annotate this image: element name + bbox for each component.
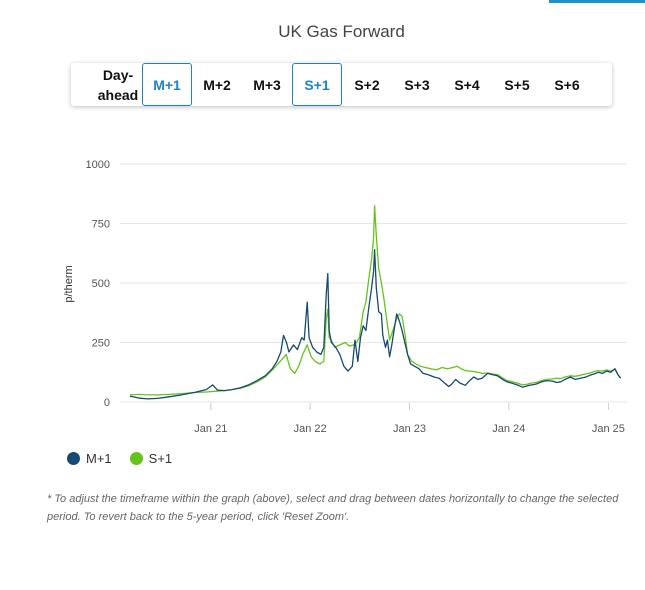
tab-m2[interactable]: M+2 xyxy=(192,63,242,106)
tab-label: S+3 xyxy=(404,76,430,93)
tab-label: S+2 xyxy=(354,76,380,93)
x-tick-label: Jan 22 xyxy=(294,423,327,435)
contract-tab-bar: Day-ahead M+1 M+2 M+3 S+1 S+2 S+3 S+4 S+… xyxy=(71,63,612,106)
x-axis-ticks: Jan 21 Jan 22 Jan 23 Jan 24 Jan 25 xyxy=(194,403,625,435)
chart-legend: M+1 S+1 xyxy=(67,451,190,466)
x-tick-label: Jan 23 xyxy=(393,423,426,435)
tab-label: M+3 xyxy=(253,76,281,93)
tab-s5[interactable]: S+5 xyxy=(492,63,542,106)
tab-s6[interactable]: S+6 xyxy=(542,63,592,106)
tab-label: S+6 xyxy=(554,76,580,93)
tab-label: S+4 xyxy=(454,76,480,93)
series-line-s1[interactable] xyxy=(129,205,622,396)
tab-label: M+2 xyxy=(203,76,231,93)
y-tick-label: 0 xyxy=(104,397,110,409)
legend-marker-m1 xyxy=(67,452,80,465)
top-accent-bar xyxy=(549,0,645,3)
legend-label-s1: S+1 xyxy=(148,451,173,466)
x-tick-label: Jan 24 xyxy=(492,423,525,435)
tab-label: Day-ahead xyxy=(97,66,139,103)
grid-lines xyxy=(120,163,627,403)
y-tick-label: 250 xyxy=(92,338,110,350)
tab-s2[interactable]: S+2 xyxy=(342,63,392,106)
tab-m3[interactable]: M+3 xyxy=(242,63,292,106)
legend-label-m1: M+1 xyxy=(86,451,112,466)
legend-marker-s1 xyxy=(129,452,143,465)
series-line-m1[interactable] xyxy=(129,249,622,400)
x-tick-label: Jan 21 xyxy=(194,423,227,435)
tab-s1[interactable]: S+1 xyxy=(292,63,342,106)
y-axis-ticks: 0 250 500 750 1000 xyxy=(86,159,110,409)
legend-item-s1[interactable]: S+1 xyxy=(129,451,173,466)
x-tick-label: Jan 25 xyxy=(592,423,625,435)
tab-day-ahead[interactable]: Day-ahead xyxy=(91,63,145,106)
series-lines xyxy=(129,205,622,400)
tab-label: S+1 xyxy=(304,76,330,93)
tab-m1[interactable]: M+1 xyxy=(142,63,192,106)
chart-title: UK Gas Forward xyxy=(278,22,405,41)
y-tick-label: 500 xyxy=(92,278,110,290)
tab-s3[interactable]: S+3 xyxy=(392,63,442,106)
y-tick-label: 750 xyxy=(92,219,110,231)
y-tick-label: 1000 xyxy=(86,159,110,171)
legend-item-m1[interactable]: M+1 xyxy=(67,451,112,466)
zoom-footnote: * To adjust the timeframe within the gra… xyxy=(47,493,619,523)
tab-label: S+5 xyxy=(504,76,530,93)
tab-s4[interactable]: S+4 xyxy=(442,63,492,106)
y-axis-label: p/therm xyxy=(63,265,75,302)
tab-label: M+1 xyxy=(153,76,181,93)
